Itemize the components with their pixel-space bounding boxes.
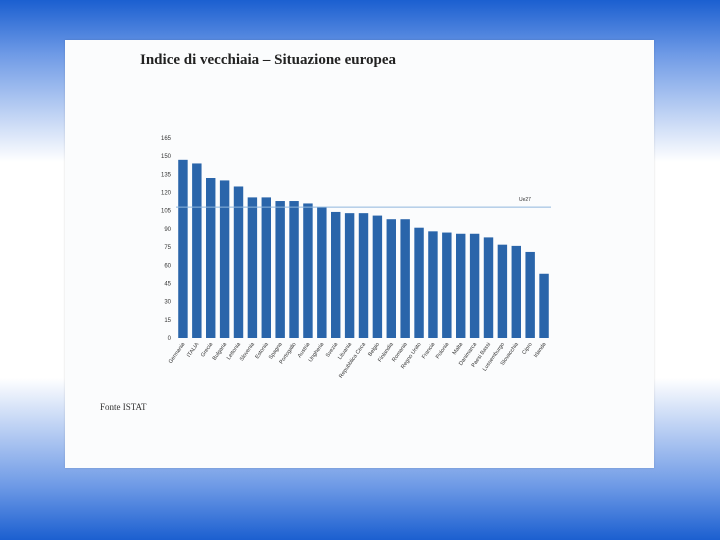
bar-estonia — [261, 197, 271, 338]
x-tick-label: Cipro — [521, 342, 533, 356]
y-tick-label: 120 — [161, 191, 172, 197]
bar-finlandia — [386, 219, 396, 338]
bar-spagna — [275, 201, 285, 338]
bar-francia — [428, 231, 438, 338]
y-tick-label: 15 — [164, 318, 171, 324]
bar-grecia — [206, 178, 216, 338]
bar-lituania — [344, 213, 355, 338]
y-tick-label: 30 — [164, 300, 171, 306]
x-tick-label: Slovenia — [239, 341, 257, 362]
reference-line-label: Ue27 — [519, 197, 531, 203]
x-tick-label: Irlanda — [533, 341, 548, 359]
chart-title: Indice di vecchiaia – Situazione europea — [140, 52, 396, 68]
bar-germania — [178, 159, 188, 338]
bar-ungheria — [317, 207, 327, 338]
bar-italia — [192, 163, 202, 338]
bar-slovenia — [247, 197, 258, 338]
bar-paesi-bassi — [483, 237, 494, 338]
bar-romania — [400, 219, 410, 338]
bar-regno-unito — [414, 227, 424, 338]
bar-belgio — [372, 215, 383, 338]
bar-malta — [456, 233, 466, 338]
y-tick-label: 60 — [164, 263, 171, 269]
x-tick-label: Germania — [168, 341, 187, 365]
y-tick-label: 135 — [161, 172, 172, 178]
bar-danimarca — [469, 233, 480, 338]
y-tick-label: 0 — [168, 336, 172, 342]
bar-slovacchia — [511, 245, 521, 338]
bar-lussemburgo — [497, 244, 508, 338]
bar-austria — [303, 203, 313, 338]
bar-portogallo — [289, 201, 299, 338]
x-tick-label: Polonia — [435, 341, 451, 360]
bar-svezia — [331, 211, 341, 338]
y-tick-label: 45 — [164, 281, 171, 287]
bar-repubblica-ceca — [358, 213, 369, 338]
x-tick-label: ITALIA — [186, 341, 201, 358]
source-note: Fonte ISTAT — [100, 402, 147, 412]
bar-cipro — [525, 251, 535, 338]
y-tick-label: 150 — [161, 154, 172, 160]
x-tick-label: Belgio — [367, 342, 381, 358]
bar-irlanda — [539, 273, 549, 338]
x-tick-label: Malta — [452, 341, 465, 356]
x-tick-label: Ungheria — [308, 341, 326, 363]
bar-polonia — [442, 232, 452, 338]
y-tick-label: 90 — [164, 227, 171, 233]
bar-lettonia — [233, 186, 244, 338]
bar-bulgaria — [219, 180, 230, 338]
y-tick-label: 75 — [164, 245, 171, 251]
y-tick-label: 165 — [161, 136, 172, 142]
y-tick-label: 105 — [161, 209, 172, 215]
